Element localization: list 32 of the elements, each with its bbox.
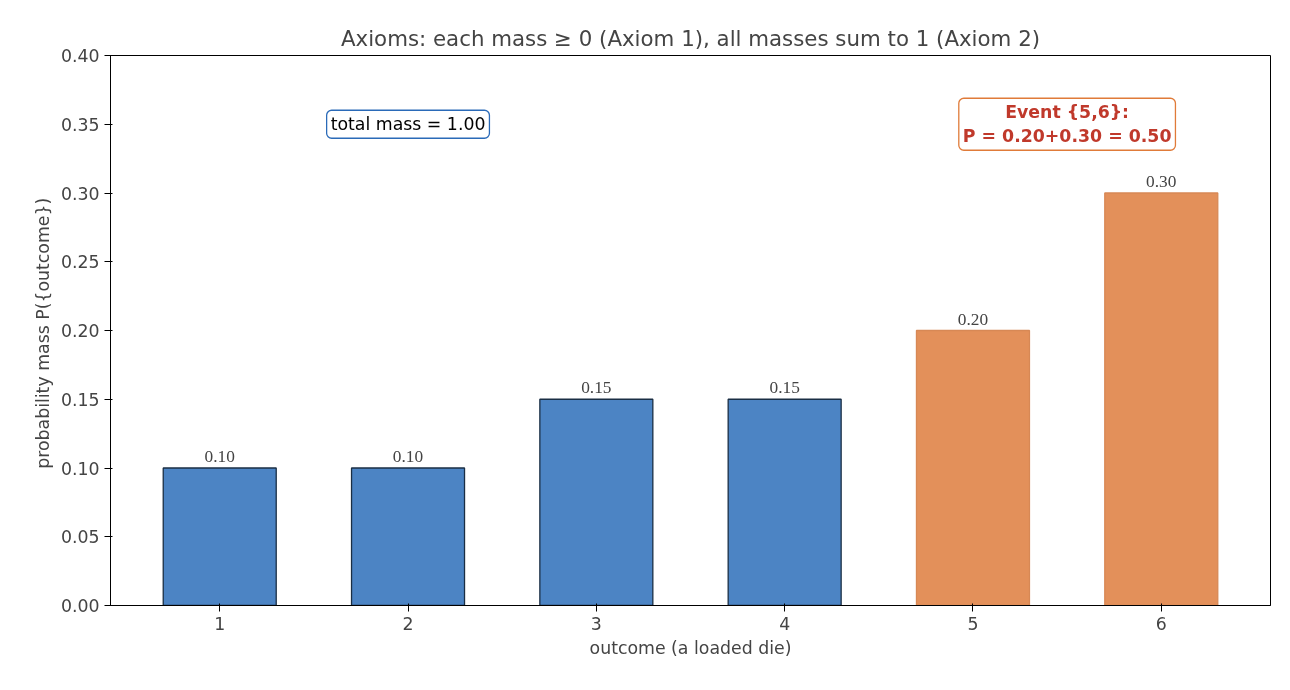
bar — [727, 398, 842, 606]
y-tick-label: 0.00 — [60, 596, 100, 616]
data-label: 0.20 — [957, 309, 989, 329]
x-tick-label: 4 — [779, 613, 791, 634]
data-label: 0.15 — [769, 378, 800, 398]
y-axis-title: probability mass P({outcome}) — [32, 197, 53, 469]
y-tick-label: 0.30 — [60, 183, 100, 204]
x-tick-label: 2 — [402, 613, 414, 634]
bar — [162, 467, 277, 606]
x-axis-title: outcome (a loaded die) — [589, 637, 792, 658]
annotation: Event {5,6}: P = 0.20+0.30 = 0.50 — [962, 102, 1172, 147]
data-label: 0.15 — [581, 378, 612, 398]
data-label: 0.10 — [392, 447, 424, 466]
bar — [1104, 192, 1219, 606]
data-label: 0.30 — [1146, 172, 1177, 191]
y-tick-label: 0.40 — [60, 46, 100, 66]
bar — [350, 467, 466, 606]
bar — [915, 329, 1031, 606]
y-tick-label: 0.25 — [60, 252, 100, 273]
y-tick-label: 0.05 — [60, 527, 100, 548]
x-tick-label: 1 — [214, 613, 226, 634]
x-tick-label: 3 — [590, 613, 602, 634]
data-label: 0.10 — [204, 447, 235, 466]
annotation: total mass = 1.00 — [330, 114, 486, 135]
y-tick-label: 0.35 — [60, 114, 100, 135]
bar — [539, 398, 654, 606]
x-tick-label: 5 — [967, 613, 979, 634]
y-tick-label: 0.10 — [60, 458, 100, 479]
y-tick-label: 0.15 — [60, 389, 100, 410]
y-tick-label: 0.20 — [60, 321, 100, 341]
chart-title: Axioms: each mass ≥ 0 (Axiom 1), all masses sum to 1 (Axiom 2) — [340, 25, 1041, 51]
x-tick-label: 6 — [1155, 613, 1167, 634]
